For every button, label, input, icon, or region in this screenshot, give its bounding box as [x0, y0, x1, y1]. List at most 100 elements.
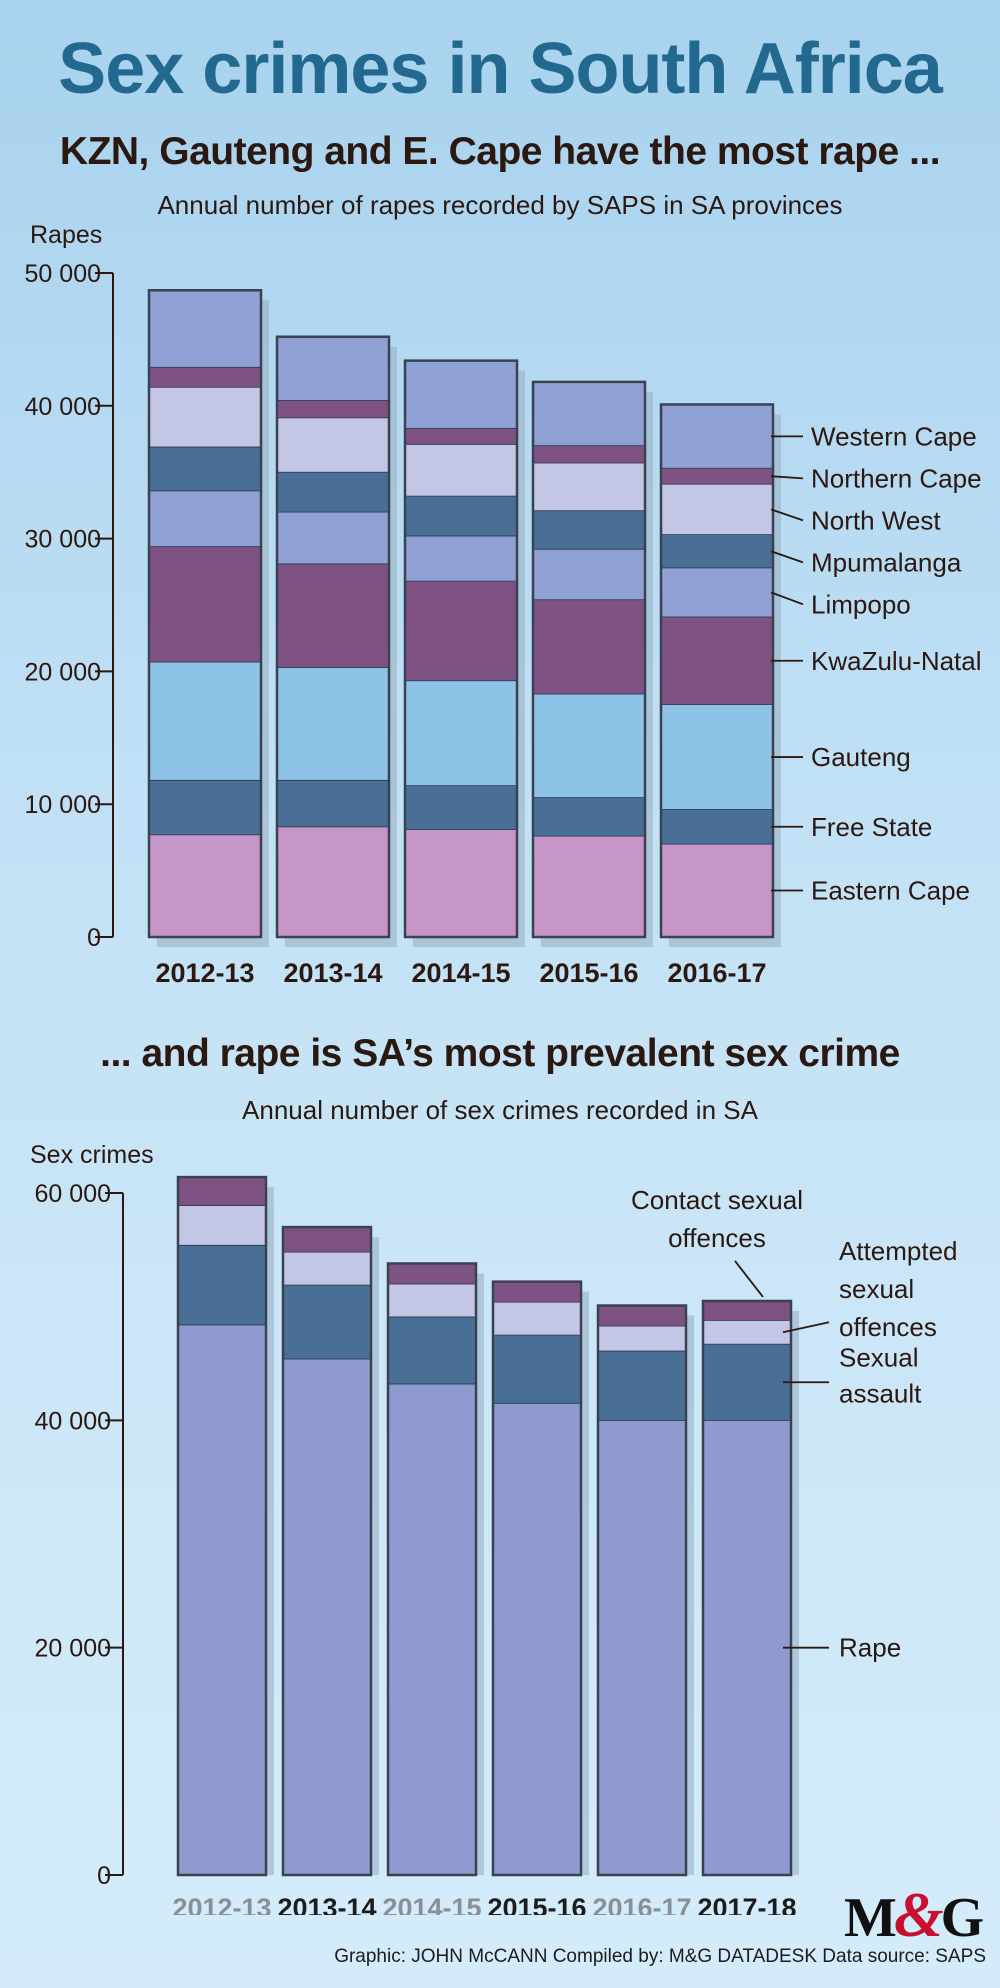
- y-tick-label: 0: [97, 1862, 111, 1890]
- bar-outline: [281, 1225, 373, 1877]
- bar-segment: [148, 834, 262, 938]
- bar-segment: [404, 580, 518, 682]
- bar-segment: [702, 1343, 792, 1421]
- bar-segment: [660, 704, 774, 810]
- bar-segment: [148, 490, 262, 547]
- bar-segment: [597, 1350, 687, 1421]
- bar-outline: [147, 289, 263, 939]
- bar-outline: [275, 335, 391, 939]
- bar-segment: [177, 1324, 267, 1876]
- legend-label: North West: [811, 505, 941, 535]
- bar-segment: [282, 1251, 372, 1286]
- bar-segment: [148, 661, 262, 781]
- bar-segment: [404, 535, 518, 582]
- legend-label: Sexual: [839, 1342, 919, 1372]
- y-tick-label: 30 000: [25, 526, 101, 554]
- bar-segment: [276, 779, 390, 828]
- legend-leader: [770, 475, 804, 480]
- bar-segment: [148, 366, 262, 388]
- bar-segment: [492, 1301, 582, 1336]
- bar-segment: [276, 336, 390, 401]
- bar-segment: [660, 809, 774, 845]
- legend-label: Eastern Cape: [811, 876, 970, 906]
- legend-label: Contact sexual: [631, 1185, 803, 1215]
- bar-segment: [532, 445, 646, 464]
- bar-segment: [276, 417, 390, 473]
- bar-segment: [276, 826, 390, 938]
- x-tick-label: 2013-14: [277, 1893, 376, 1915]
- bar-segment: [276, 511, 390, 565]
- legend-label: Free State: [811, 812, 932, 842]
- legend-label: offences: [839, 1312, 937, 1342]
- footer-credits: Graphic: JOHN McCANN Compiled by: M&G DA…: [334, 1946, 986, 1967]
- chart2-heading: ... and rape is SA’s most prevalent sex …: [100, 1032, 900, 1075]
- bar-segment: [404, 829, 518, 938]
- legend-label: Attempted: [839, 1236, 958, 1266]
- bar-segment: [387, 1283, 477, 1318]
- bar-segment: [702, 1300, 792, 1321]
- rapes-by-province-chart: Rapes 0 10 000 20 000 30 000 40 000 50 000 2012…: [25, 221, 982, 988]
- bar-segment: [148, 289, 262, 368]
- sex-crimes-chart: Sex crimes 0 20 000 40 000 60 000 2012-13 2013…: [30, 1141, 958, 1915]
- bar-segment: [404, 785, 518, 830]
- bar-outline: [386, 1262, 478, 1877]
- bar-segment: [660, 616, 774, 705]
- bar-segment: [148, 779, 262, 836]
- bar-segment: [387, 1316, 477, 1385]
- bar-segment: [387, 1263, 477, 1285]
- bar-segment: [404, 443, 518, 497]
- legend-label: Limpopo: [811, 589, 911, 619]
- bar-segment: [660, 483, 774, 536]
- bar-segment: [492, 1281, 582, 1303]
- bar-segment: [702, 1419, 792, 1876]
- bar-segment: [404, 495, 518, 537]
- bar-segment: [532, 797, 646, 837]
- x-tick-label: 2012-13: [155, 958, 254, 988]
- legend-leader: [770, 591, 804, 606]
- bar-segment: [532, 835, 646, 938]
- page-title: Sex crimes in South Africa: [58, 29, 943, 109]
- bar-segment: [276, 471, 390, 513]
- bar-outline: [659, 403, 775, 939]
- bar-segment: [276, 667, 390, 781]
- x-tick-label: 2015-16: [539, 958, 638, 988]
- x-tick-label: 2015-16: [487, 1893, 586, 1915]
- chart2-subheading: Annual number of sex crimes recorded in …: [242, 1095, 758, 1125]
- legend-leader: [770, 550, 804, 564]
- x-tick-label: 2013-14: [283, 958, 382, 988]
- bar-segment: [148, 446, 262, 492]
- legend-label: Rape: [839, 1633, 901, 1663]
- legend-label: Mpumalanga: [811, 547, 962, 577]
- y-tick-label: 40 000: [25, 393, 101, 421]
- bar-segment: [532, 693, 646, 798]
- legend-label: offences: [668, 1223, 766, 1253]
- y-tick-label: 20 000: [35, 1635, 111, 1663]
- bar-segment: [492, 1334, 582, 1404]
- bar-segment: [404, 427, 518, 445]
- bar-segment: [702, 1319, 792, 1345]
- y-axis-label: Rapes: [30, 221, 102, 249]
- bar-segment: [148, 546, 262, 663]
- bar-segment: [597, 1305, 687, 1327]
- legend-leader: [734, 1260, 764, 1298]
- bar-outline: [596, 1304, 688, 1877]
- bar-segment: [532, 599, 646, 695]
- legend-label: sexual: [839, 1274, 914, 1304]
- x-tick-label: 2014-15: [411, 958, 510, 988]
- bar-segment: [660, 534, 774, 569]
- chart1-heading: KZN, Gauteng and E. Cape have the most r…: [59, 130, 941, 173]
- legend-leader: [782, 1321, 830, 1334]
- bar-segment: [532, 381, 646, 447]
- bar-segment: [660, 404, 774, 469]
- bar-segment: [597, 1419, 687, 1876]
- x-tick-label: 2017-18: [697, 1893, 796, 1915]
- x-tick-label: 2016-17: [592, 1893, 691, 1915]
- bar-segment: [492, 1402, 582, 1876]
- chart1-subheading: Annual number of rapes recorded by SAPS …: [157, 190, 843, 220]
- y-tick-label: 0: [87, 924, 101, 952]
- bar-segment: [177, 1244, 267, 1326]
- bar-segment: [597, 1325, 687, 1352]
- y-axis-label: Sex crimes: [30, 1141, 154, 1169]
- bar-segment: [404, 360, 518, 429]
- bar-segment: [177, 1205, 267, 1246]
